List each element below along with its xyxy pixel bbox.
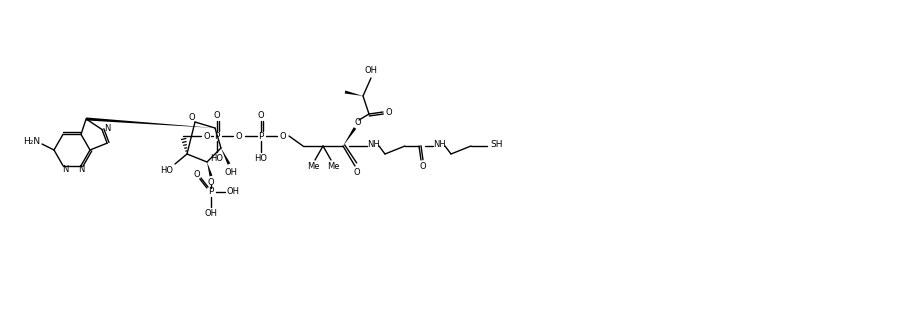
Text: O: O	[193, 170, 201, 179]
Text: O: O	[354, 167, 360, 177]
Text: Me: Me	[327, 162, 340, 171]
Text: NH: NH	[432, 140, 446, 148]
Text: Me: Me	[307, 162, 320, 171]
Text: HO: HO	[161, 165, 173, 174]
Text: H₂N: H₂N	[24, 137, 41, 146]
Polygon shape	[345, 91, 363, 96]
Text: N: N	[104, 124, 110, 133]
Text: NH: NH	[367, 140, 380, 148]
Text: O: O	[236, 132, 242, 140]
Text: OH: OH	[204, 210, 218, 219]
Text: O: O	[189, 113, 195, 122]
Text: O: O	[258, 110, 264, 119]
Text: SH: SH	[490, 140, 503, 148]
Text: HO: HO	[211, 154, 223, 163]
Text: O: O	[203, 132, 211, 140]
Polygon shape	[343, 127, 356, 146]
Text: OH: OH	[364, 66, 378, 75]
Text: O: O	[355, 117, 361, 126]
Text: O: O	[213, 110, 221, 119]
Text: OH: OH	[224, 167, 238, 177]
Text: P: P	[258, 132, 263, 140]
Text: OH: OH	[226, 188, 240, 196]
Polygon shape	[86, 117, 215, 128]
Text: N: N	[62, 165, 68, 174]
Text: HO: HO	[254, 154, 268, 163]
Text: N: N	[78, 165, 84, 174]
Text: O: O	[280, 132, 286, 140]
Text: O: O	[386, 108, 392, 116]
Polygon shape	[221, 148, 231, 165]
Text: P: P	[214, 132, 220, 140]
Text: O: O	[208, 178, 214, 187]
Text: P: P	[208, 188, 213, 196]
Text: O: O	[419, 162, 427, 171]
Polygon shape	[207, 162, 212, 176]
